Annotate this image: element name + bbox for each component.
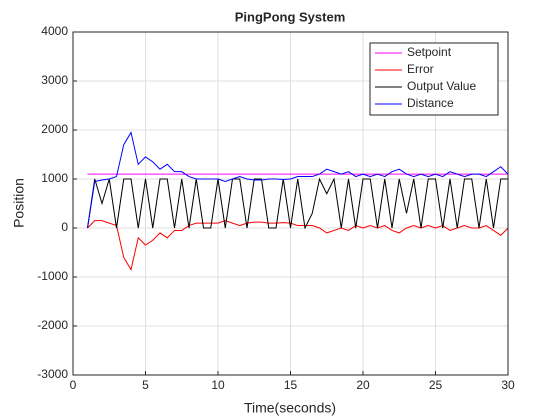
legend-label: Distance [407,96,454,110]
series-line [87,220,509,271]
x-tick-label: 20 [356,378,370,392]
y-tick-label: 4000 [41,24,68,38]
series-line [87,131,509,229]
y-tick-label: -1000 [37,269,68,283]
x-axis-label: Time(seconds) [244,400,336,416]
series-line [87,177,508,230]
y-tick-label: 1000 [41,171,68,185]
x-tick-label: 30 [501,378,515,392]
x-tick-label: 15 [284,378,298,392]
legend-label: Setpoint [407,45,452,59]
x-tick-label: 10 [211,378,225,392]
y-tick-label: 3000 [41,73,68,87]
legend: Setpoint Error Output Value Distance [369,42,499,116]
x-tick-label: 0 [70,378,77,392]
legend-box [369,42,499,116]
legend-label: Error [407,62,434,76]
x-tick-label: 5 [142,378,149,392]
y-tick-label: 2000 [41,122,68,136]
x-tick-label: 25 [429,378,443,392]
ticks: 0 5 10 15 20 25 30 -3000 -2000 -1000 0 1000 2000 3000… [37,24,515,392]
y-axis-label: Position [11,178,27,228]
y-tick-label: 0 [61,220,68,234]
plot-lines [87,131,509,271]
y-tick-label: -2000 [37,318,68,332]
y-tick-label: -3000 [37,367,68,381]
chart-title: PingPong System [235,9,346,24]
legend-label: Output Value [407,79,476,93]
